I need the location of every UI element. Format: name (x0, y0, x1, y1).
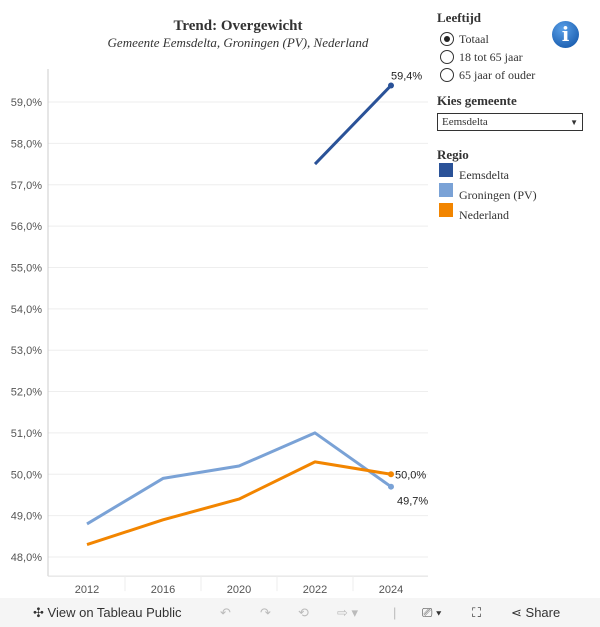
share-button[interactable]: ⋖ Share (511, 605, 561, 620)
chart-subtitle: Gemeente Eemsdelta, Groningen (PV), Nede… (107, 35, 369, 50)
municipality-filter-title: Kies gemeente (437, 93, 517, 108)
y-tick-label: 55,0% (11, 262, 42, 274)
x-tick-label: 2016 (151, 584, 175, 596)
x-tick-label: 2020 (227, 584, 251, 596)
legend-title: Regio (437, 147, 469, 162)
radio-icon[interactable] (440, 68, 454, 82)
chevron-down-icon: ▼ (570, 117, 578, 127)
data-point (388, 483, 394, 490)
y-tick-label: 51,0% (11, 428, 42, 440)
info-icon[interactable]: i (552, 21, 579, 48)
x-tick-label: 2022 (303, 584, 327, 596)
age-filter-title: Leeftijd (437, 10, 482, 25)
series-line-groningen-pv- (86, 431, 392, 526)
series-line-eemsdelta (313, 84, 393, 166)
tableau-toolbar: ✣ View on Tableau Public ↶ ↷ ⟲ ⇨ ▾ | ⎚ ▾… (0, 598, 600, 627)
y-tick-label: 56,0% (11, 221, 42, 233)
data-label: 49,7% (397, 496, 428, 508)
legend-swatch (439, 183, 453, 197)
age-option-65-plus[interactable]: 65 jaar of ouder (437, 66, 597, 84)
undo-icon[interactable]: ↶ (220, 605, 231, 620)
y-tick-label: 59,0% (11, 97, 42, 109)
data-label: 50,0% (395, 469, 426, 481)
toolbar-divider: | (393, 605, 397, 620)
refresh-icon[interactable]: ⇨ ▾ (337, 605, 359, 620)
data-label: 59,4% (391, 70, 422, 82)
legend-item-eemsdelta[interactable]: Eemsdelta (437, 163, 597, 183)
data-point (388, 471, 394, 478)
y-tick-label: 54,0% (11, 304, 42, 316)
legend-item-nederland[interactable]: Nederland (437, 203, 597, 223)
legend-swatch (439, 203, 453, 217)
tableau-logo-icon: ✣ (33, 605, 44, 620)
filter-panel: Leeftijd Totaal 18 tot 65 jaar 65 jaar o… (437, 10, 597, 223)
municipality-select[interactable]: Eemsdelta ▼ (437, 113, 583, 131)
y-tick-label: 53,0% (11, 345, 42, 357)
x-tick-label: 2024 (379, 584, 403, 596)
view-on-tableau-button[interactable]: ✣ View on Tableau Public (33, 605, 182, 620)
share-icon: ⋖ (511, 605, 522, 620)
legend-swatch (439, 163, 453, 177)
x-tick-label: 2012 (75, 584, 99, 596)
radio-icon[interactable] (440, 32, 454, 46)
download-icon[interactable]: ⎚ ▾ (422, 605, 442, 620)
fullscreen-icon[interactable]: ⛶ (472, 605, 482, 620)
y-tick-label: 58,0% (11, 138, 42, 150)
data-point (388, 82, 394, 89)
age-option-18-65[interactable]: 18 tot 65 jaar (437, 48, 597, 66)
revert-icon[interactable]: ⟲ (298, 605, 309, 620)
series-line-nederland (86, 460, 392, 547)
age-option-totaal[interactable]: Totaal (437, 30, 597, 48)
y-tick-label: 50,0% (11, 469, 42, 481)
y-tick-label: 49,0% (11, 511, 42, 523)
line-chart: 48,0% 49,0% 50,0% 51,0% 52,0% 53,0% 54,0% 55,0%… (11, 68, 428, 596)
legend-item-groningen[interactable]: Groningen (PV) (437, 183, 597, 203)
chart-title: Trend: Overgewicht (173, 18, 303, 34)
radio-icon[interactable] (440, 50, 454, 64)
redo-icon[interactable]: ↷ (260, 605, 271, 620)
y-tick-label: 48,0% (11, 552, 42, 564)
y-tick-label: 57,0% (11, 180, 42, 192)
y-tick-label: 52,0% (11, 387, 42, 399)
